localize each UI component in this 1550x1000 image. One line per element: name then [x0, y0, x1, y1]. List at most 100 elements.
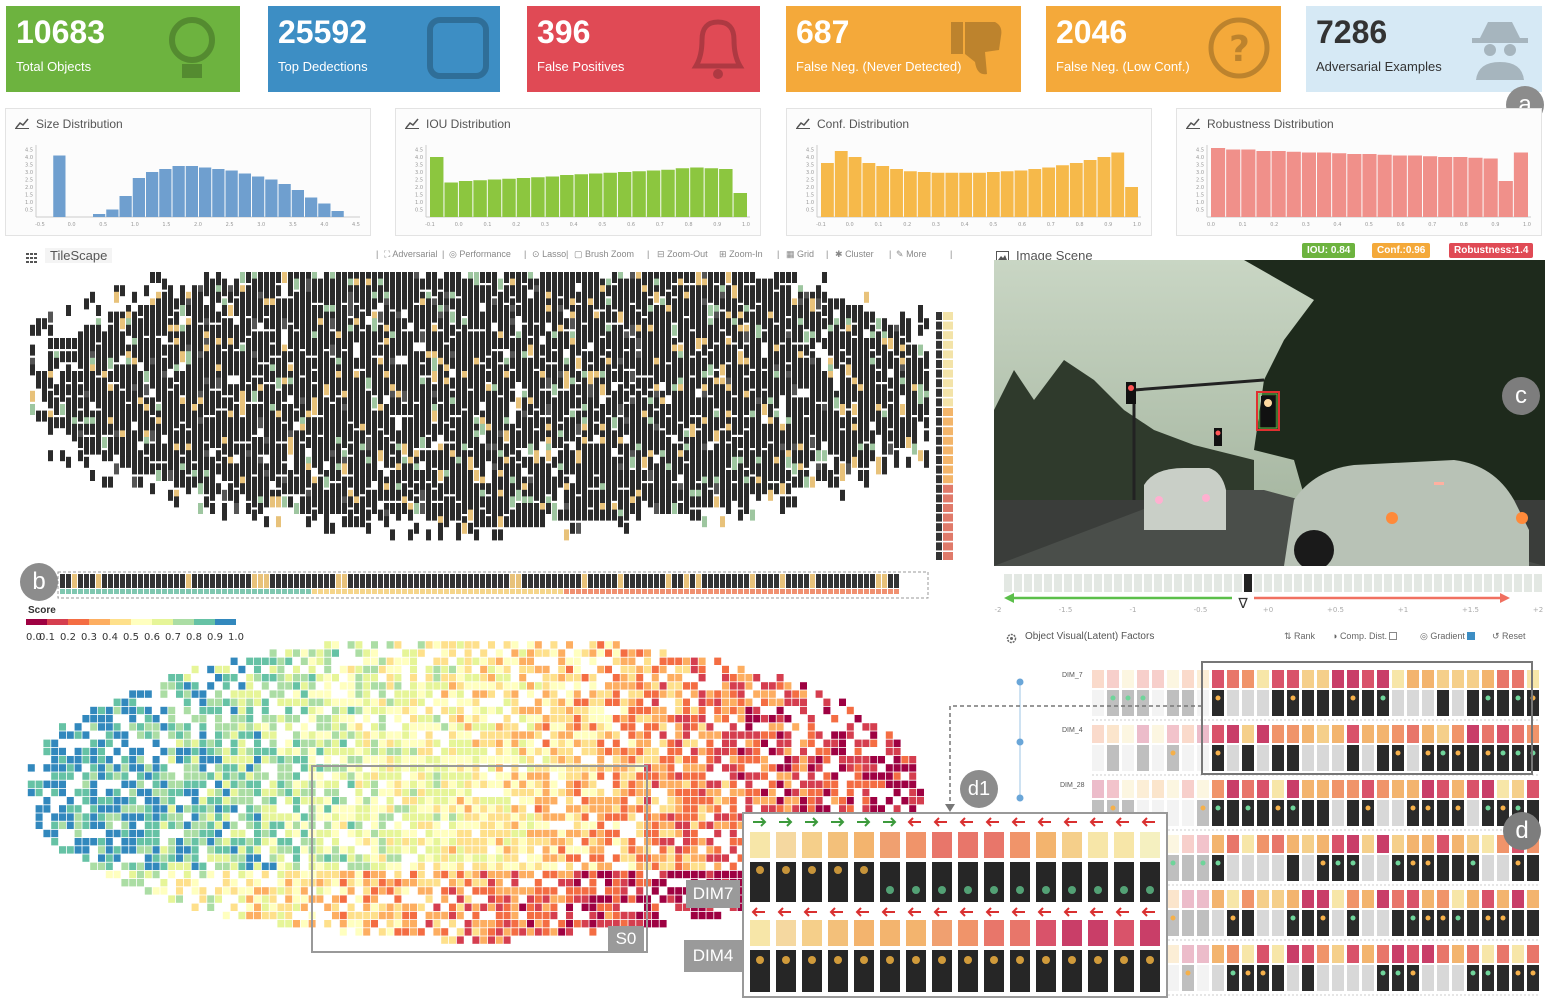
tile	[270, 364, 275, 376]
tile	[132, 456, 137, 468]
tile	[780, 496, 785, 508]
tile	[486, 390, 491, 402]
tile	[204, 397, 209, 409]
toolbar-zoom-in[interactable]: ⊞ Zoom-In	[719, 249, 763, 260]
toolbar-adversarial[interactable]: ⛶ Adversarial	[384, 249, 437, 260]
stat-card-adversarial-examples[interactable]: 7286 Adversarial Examples	[1306, 6, 1542, 92]
tile	[156, 463, 161, 475]
stat-card-false-positives[interactable]: 396 False Positives	[527, 6, 760, 92]
tile	[216, 397, 221, 409]
tile	[210, 404, 215, 415]
tile	[462, 430, 467, 442]
tile	[222, 285, 227, 297]
tile	[444, 285, 449, 297]
heatmap-cell	[527, 665, 534, 674]
heatmap-cell	[347, 674, 355, 682]
tile	[624, 489, 629, 501]
heatmap-cell	[425, 682, 433, 690]
tile	[264, 364, 269, 376]
tile	[174, 338, 179, 349]
strip-tile	[108, 574, 113, 588]
tile	[180, 423, 185, 435]
strip-score	[270, 589, 275, 594]
tile	[750, 272, 755, 283]
tile	[102, 404, 107, 415]
tile	[210, 503, 215, 514]
tile	[522, 417, 527, 429]
tile	[846, 318, 851, 330]
heatmap-cell	[238, 682, 246, 690]
toolbar-zoom-out[interactable]: ⊟ Zoom-Out	[657, 249, 708, 260]
tile	[132, 430, 137, 442]
tile	[444, 410, 449, 422]
tile	[726, 456, 731, 468]
x-tick-label: 0.3	[541, 222, 549, 228]
tile	[486, 483, 491, 495]
tile	[384, 377, 389, 389]
tile	[276, 344, 281, 356]
tile	[660, 357, 665, 369]
tile	[168, 437, 173, 448]
tile	[690, 450, 695, 462]
tile	[534, 410, 539, 422]
heatmap-cell	[511, 682, 519, 690]
toolbar-lasso[interactable]: ⊙ Lasso	[532, 249, 566, 260]
tile	[444, 404, 449, 415]
tile	[648, 311, 653, 323]
tile	[336, 357, 341, 369]
stat-card-false-neg-never-detected[interactable]: 687 False Neg. (Never Detected)	[786, 6, 1021, 92]
tile	[168, 285, 173, 297]
tile	[774, 430, 779, 442]
tile	[786, 423, 791, 435]
toolbar-cluster[interactable]: ✱ Cluster	[835, 249, 874, 260]
tile	[726, 470, 731, 481]
tile	[852, 371, 857, 382]
stat-card-total-objects[interactable]: 10683 Total Objects	[6, 6, 240, 92]
tile	[228, 357, 233, 369]
tile	[144, 305, 149, 316]
tile	[750, 357, 755, 369]
tile	[354, 470, 359, 481]
tile	[564, 404, 569, 415]
tile	[588, 450, 593, 462]
tile	[174, 357, 179, 369]
score-tick: 0.1	[39, 632, 55, 643]
stat-card-top-dedections[interactable]: 25592 Top Dedections	[268, 6, 500, 92]
tilescape-overview[interactable]	[0, 262, 980, 602]
tilescape-heatmap[interactable]	[0, 625, 960, 955]
tile	[474, 278, 479, 290]
tile	[414, 351, 419, 363]
heatmap-cell	[113, 706, 121, 715]
toolbar-brush-zoom[interactable]: ▢ Brush Zoom	[574, 249, 634, 260]
tile	[168, 397, 173, 409]
tile	[192, 331, 197, 343]
heatmap-cell	[566, 698, 573, 706]
tile	[516, 285, 521, 297]
tile	[702, 338, 707, 349]
stat-card-false-neg-low-conf[interactable]: 2046 False Neg. (Low Conf.)?	[1046, 6, 1281, 92]
tile	[666, 423, 671, 435]
tile	[696, 285, 701, 297]
tile	[462, 338, 467, 349]
tile	[552, 509, 557, 521]
tile	[276, 338, 281, 349]
tile	[690, 483, 695, 495]
tile	[678, 377, 683, 389]
tile	[654, 463, 659, 475]
tile	[870, 450, 875, 462]
toolbar-more[interactable]: ✎ More	[896, 249, 927, 260]
strip-score	[456, 589, 461, 594]
strip-tile	[210, 574, 215, 588]
tile	[546, 470, 551, 481]
tile	[462, 423, 467, 435]
tile	[618, 463, 623, 475]
tile	[666, 417, 671, 429]
toolbar-grid[interactable]: ▦ Grid	[786, 249, 814, 260]
tile	[576, 437, 581, 448]
toolbar-performance[interactable]: ◎ Performance	[449, 249, 511, 260]
strip-tile	[600, 574, 605, 588]
tile	[180, 324, 185, 336]
tile	[858, 430, 863, 442]
strip-score	[678, 589, 683, 594]
tile	[174, 344, 179, 356]
